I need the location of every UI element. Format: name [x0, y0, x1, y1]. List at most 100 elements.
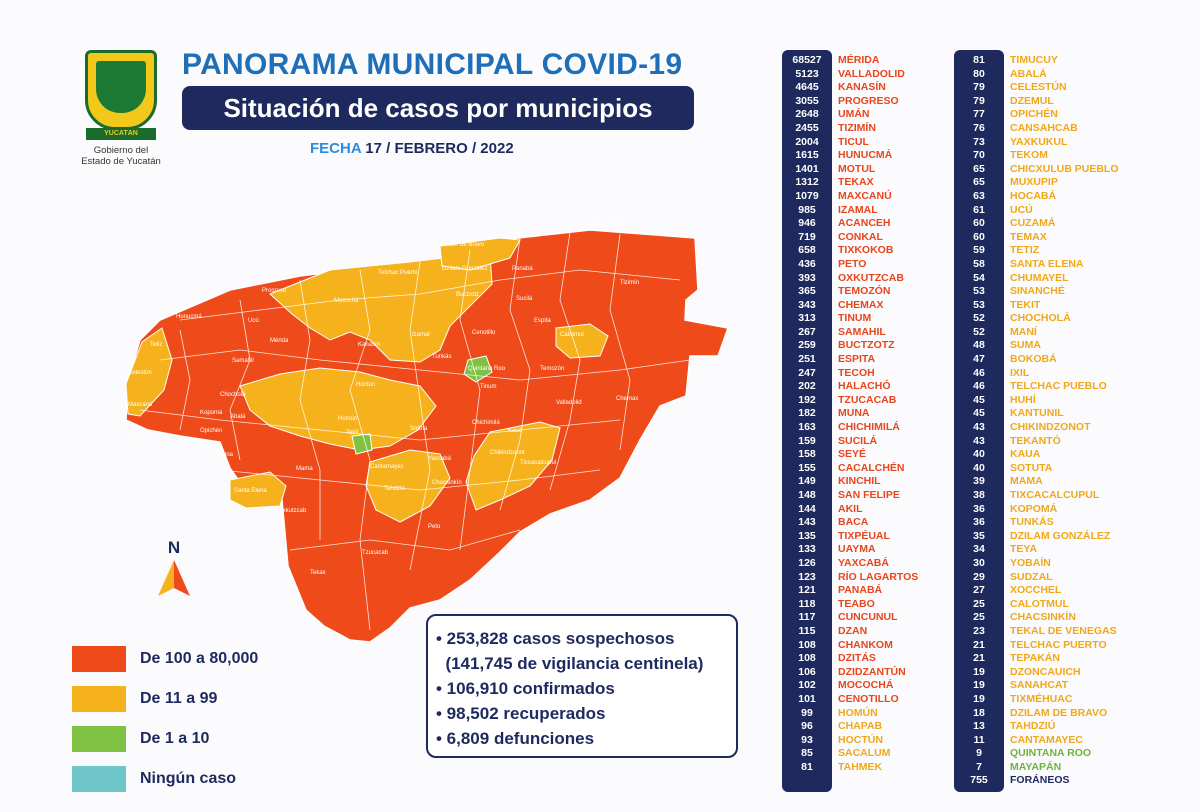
map-label: Dzilam de Bravo	[440, 242, 485, 248]
municipality-row: 115 DZAN	[782, 623, 918, 637]
map-label: Samahil	[232, 358, 254, 364]
case-count: 79	[973, 81, 985, 94]
municipality-row: 70 TEKOM	[954, 147, 1119, 161]
case-count: 45	[973, 393, 985, 406]
case-count: 79	[973, 94, 985, 107]
case-count: 7	[976, 760, 982, 773]
municipality-row: 18 DZILAM DE BRAVO	[954, 705, 1119, 719]
municipality-row: 101 CENOTILLO	[782, 691, 918, 705]
case-count: 48	[973, 339, 985, 352]
municipality-name: TELCHAC PUERTO	[1010, 638, 1107, 651]
municipality-name: CUNCUNUL	[838, 611, 898, 624]
municipality-row: 202 HALACHÓ	[782, 378, 918, 392]
municipality-name: TIXPÉUAL	[838, 529, 890, 542]
municipality-name: MAMA	[1010, 475, 1043, 488]
case-count: 1615	[795, 149, 819, 162]
municipality-name: UMÁN	[838, 108, 870, 121]
municipality-name: XOCCHEL	[1010, 584, 1062, 597]
count-column-bg-1	[782, 50, 832, 792]
map-labels: Dzilam de Bravo San Felipe Río Lagartos Dzi…	[126, 222, 639, 576]
municipality-name: SUCILÁ	[838, 434, 878, 447]
municipality-name: MÉRIDA	[838, 54, 880, 66]
map-label: Chocholá	[220, 392, 246, 398]
case-count: 43	[973, 434, 985, 447]
municipality-name: MOTUL	[838, 162, 876, 175]
municipality-name: HOCABÁ	[1010, 189, 1057, 202]
map-label: Chacsinkín	[432, 480, 462, 486]
map-label: Temozón	[540, 366, 564, 372]
map-label: Kanasín	[358, 342, 380, 348]
legend-swatch	[72, 726, 126, 752]
case-count: 25	[973, 597, 985, 610]
case-count: 27	[973, 584, 985, 597]
page-title: PANORAMA MUNICIPAL COVID-19	[182, 48, 683, 81]
municipality-name: CONKAL	[838, 230, 883, 243]
municipality-name: DZAN	[838, 624, 868, 637]
case-count: 70	[973, 149, 985, 162]
municipality-row: 118 TEABO	[782, 596, 918, 610]
municipality-row: 47 BOKOBÁ	[954, 351, 1119, 365]
municipality-name: MANÍ	[1010, 325, 1037, 338]
case-count: 5123	[795, 67, 819, 80]
municipality-name: IZAMAL	[838, 203, 878, 216]
case-count: 108	[798, 638, 816, 651]
municipality-name: HALACHÓ	[838, 380, 891, 393]
municipality-name: QUINTANA ROO	[1010, 747, 1092, 760]
case-count: 19	[973, 679, 985, 692]
municipality-name: ESPITA	[838, 353, 876, 366]
municipality-name: TECOH	[838, 366, 875, 379]
municipality-name: SINANCHÉ	[1010, 285, 1065, 298]
municipality-name: HUNUCMÁ	[838, 149, 893, 162]
municipality-name: TIXMÉHUAC	[1010, 692, 1073, 705]
municipality-row: 34 TEYA	[954, 541, 1119, 555]
deaths: • 6,809 defunciones	[436, 729, 595, 748]
map-label: Halachó	[126, 432, 149, 438]
municipality-row: 21 TEPAKÁN	[954, 650, 1119, 664]
municipality-name: HUHÍ	[1010, 393, 1036, 406]
municipality-row: 79 CELESTÚN	[954, 79, 1119, 93]
case-count: 155	[798, 461, 816, 474]
map-label: Telchac Puerto	[378, 270, 418, 276]
municipality-row: 81 TIMUCUY	[954, 52, 1119, 66]
case-count: 30	[973, 556, 985, 569]
case-count: 1401	[795, 162, 819, 175]
map-label: Yaxcabá	[428, 456, 452, 462]
case-count: 21	[973, 652, 985, 665]
municipality-row: 4645 KANASÍN	[782, 79, 918, 93]
case-count: 343	[798, 298, 816, 311]
case-count: 4645	[795, 81, 819, 94]
case-count: 63	[973, 189, 985, 202]
case-count: 133	[798, 543, 816, 556]
municipality-name: TELCHAC PUEBLO	[1010, 380, 1107, 393]
date-value: 17 / FEBRERO / 2022	[365, 140, 514, 157]
municipality-row: 25 CHACSINKÍN	[954, 609, 1119, 623]
region-mayapan	[351, 433, 373, 455]
municipality-row: 68527 MÉRIDA	[782, 52, 918, 66]
map-label: Tekit	[346, 430, 359, 436]
municipality-row: 93 HOCTÚN	[782, 732, 918, 746]
region-west-coast	[125, 327, 173, 417]
municipality-row: 2648 UMÁN	[782, 106, 918, 120]
case-count: 3055	[795, 94, 819, 107]
case-count: 45	[973, 407, 985, 420]
municipality-name: SEYÉ	[838, 448, 867, 461]
municipality-name: MAXCANÚ	[838, 189, 892, 202]
municipality-row: 99 HOMÚN	[782, 705, 918, 719]
case-count: 60	[973, 230, 985, 243]
municipality-row: 313 TINUM	[782, 310, 918, 324]
case-count: 73	[973, 135, 985, 148]
north-label: N	[167, 538, 181, 557]
municipality-name: CHUMAYEL	[1010, 271, 1069, 284]
municipality-row: 23 TEKAL DE VENEGAS	[954, 623, 1119, 637]
municipality-name: HOCTÚN	[838, 733, 883, 746]
case-count: 436	[798, 257, 816, 270]
logo-caption: Gobierno del Estado de Yucatán	[81, 145, 161, 167]
compass-arrow-icon	[158, 560, 190, 596]
municipality-row: 36 TUNKÁS	[954, 514, 1119, 528]
case-count: 40	[973, 461, 985, 474]
municipality-row: 159 SUCILÁ	[782, 433, 918, 447]
case-count: 81	[801, 760, 813, 773]
map-label: Oxkutzcab	[278, 508, 307, 514]
date-label: FECHA	[310, 140, 362, 157]
municipality-row: 80 ABALÁ	[954, 66, 1119, 80]
